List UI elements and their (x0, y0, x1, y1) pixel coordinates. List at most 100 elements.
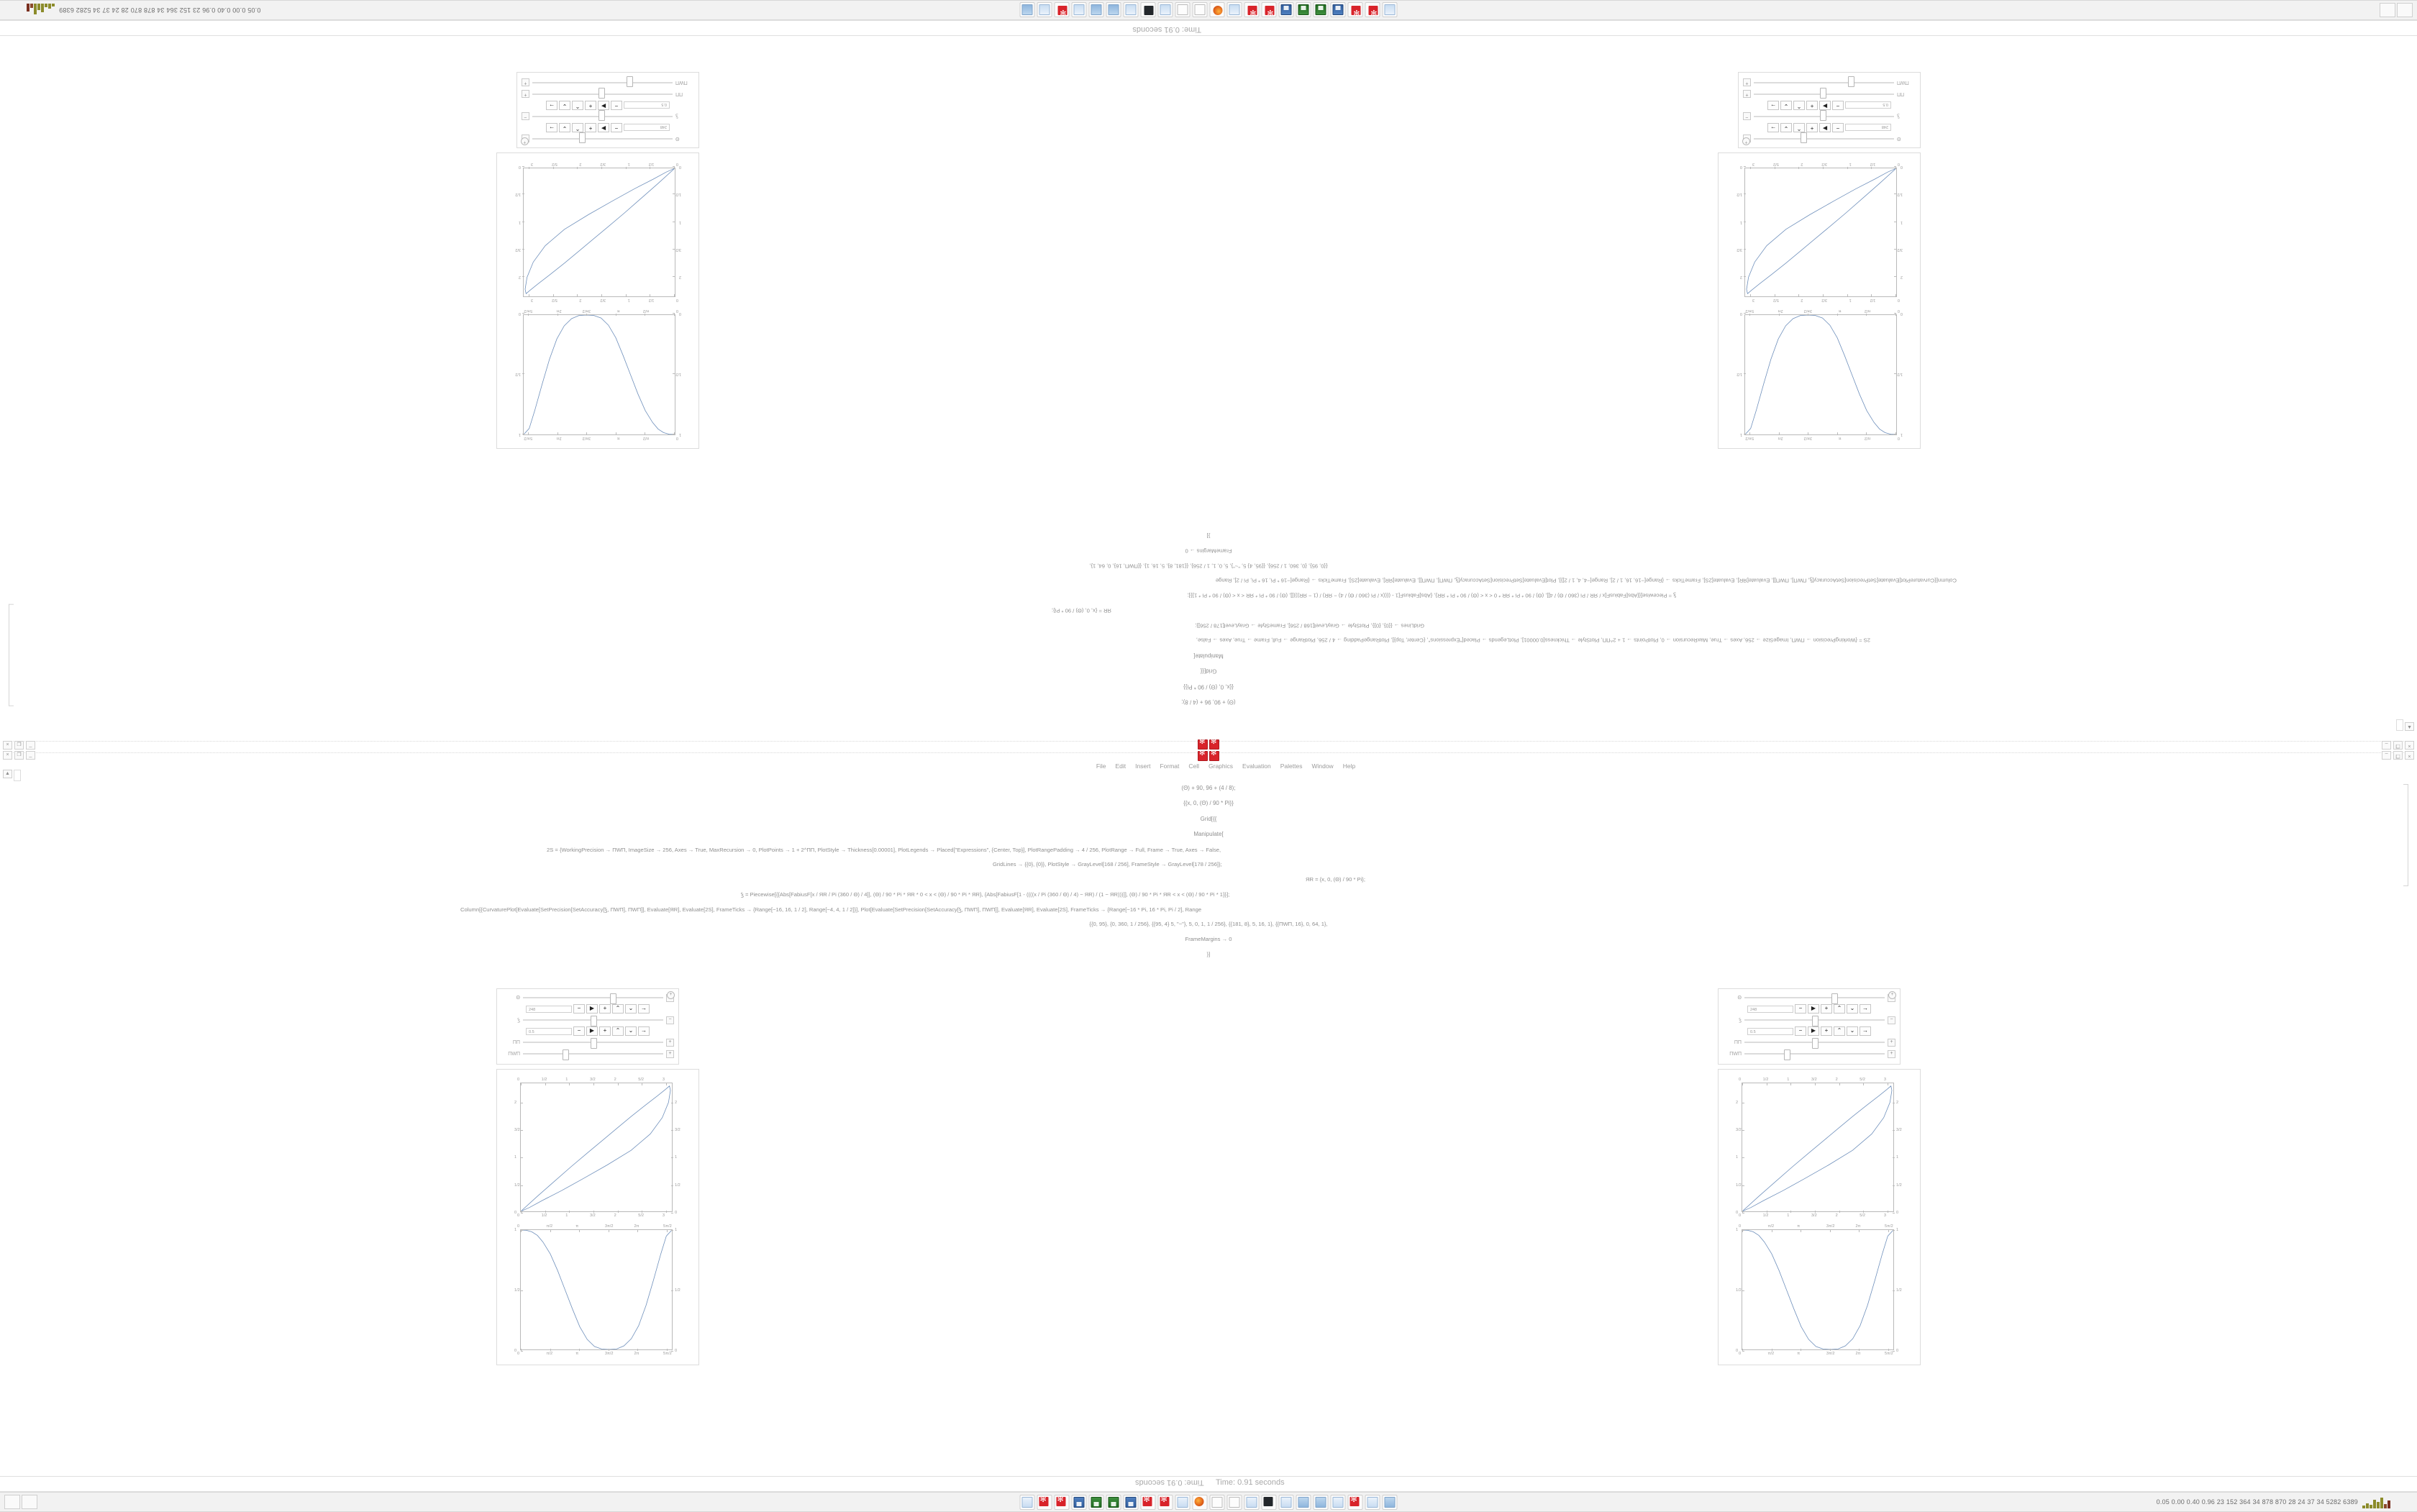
notebook-icon[interactable] (1278, 1494, 1294, 1510)
slider-knob[interactable] (590, 1038, 597, 1049)
terminal-icon[interactable] (1140, 2, 1156, 18)
close-icon[interactable]: × (2405, 741, 2414, 750)
code-line[interactable]: Manipulate[ (1193, 652, 1224, 660)
slider-track[interactable] (532, 88, 673, 99)
code-line[interactable]: GridLines → {{0}, {0}}, PlotStyle → Gray… (1195, 622, 1424, 629)
animator-control-row[interactable]: 248− ▶ + ⌃ ⌄ → (497, 1003, 678, 1014)
slider-track[interactable] (523, 1049, 663, 1060)
increment-button[interactable]: + (599, 1004, 611, 1014)
animator-control-row[interactable]: 0.5− ▶ + ⌃ ⌄ → (1719, 1026, 1900, 1037)
increment-button[interactable]: + (1806, 101, 1818, 110)
step-down-button[interactable]: ⌄ (1847, 1026, 1858, 1036)
blue-window-icon[interactable] (1296, 1494, 1311, 1510)
code-line[interactable]: 2S = {WorkingPrecision → ΠWΠ, ImageSize … (547, 846, 1221, 853)
slider-knob[interactable] (579, 132, 586, 143)
reset-button[interactable]: → (1860, 1026, 1871, 1036)
expand-controls-icon[interactable]: + (666, 1049, 674, 1058)
chevron-up-icon[interactable]: ▲ (2405, 722, 2414, 731)
slider-knob[interactable] (590, 1016, 597, 1026)
step-up-button[interactable]: ⌃ (1793, 123, 1805, 132)
scroll-up-button-right[interactable]: ▲ (2396, 719, 2414, 731)
notebook-icon[interactable] (1175, 1494, 1191, 1510)
cell-bracket[interactable] (9, 604, 14, 706)
manipulate-panel[interactable]: +Θ−248−▶+⌃⌄→ꝣ−0.5−▶+⌃⌄→ΠΠ+ΠWΠ+ (1738, 72, 1921, 148)
manipulate-container[interactable]: +Θ−248−▶+⌃⌄→ꝣ−0.5−▶+⌃⌄→ΠΠ+ΠWΠ+ (1718, 988, 1921, 1065)
step-down-button[interactable]: ⌄ (559, 123, 570, 132)
manipulate-slider-row[interactable]: ꝣ − (497, 1014, 678, 1026)
minimize-icon[interactable]: _ (26, 741, 35, 750)
code-line[interactable]: Column[{CurvaturePlot[Evaluate[SetPrecis… (1215, 578, 1957, 585)
slider-value-input[interactable]: 0.5 (624, 101, 670, 109)
code-line[interactable]: {{x, 0, (Θ) / 90 * Pi}} (1183, 683, 1234, 691)
manipulate-container[interactable]: +Θ−248−▶+⌃⌄→ꝣ−0.5−▶+⌃⌄→ΠΠ+ΠWΠ+ (496, 72, 699, 148)
manipulate-slider-row[interactable]: ΠΠ + (1719, 1037, 1900, 1049)
decrement-button[interactable]: − (1832, 101, 1844, 110)
code-line[interactable]: ꝣ = Piecewise[{{Abs[FabiusF[x / ЯR / Pi … (741, 891, 1230, 898)
maximize-icon[interactable]: ❐ (14, 741, 24, 750)
blue-window-icon[interactable] (1088, 2, 1104, 18)
close-icon[interactable]: × (3, 751, 12, 760)
notebook-icon[interactable] (1382, 2, 1398, 18)
decrement-button[interactable]: − (573, 1026, 585, 1036)
reset-button[interactable]: → (546, 101, 557, 110)
save-green-icon[interactable] (1296, 2, 1311, 18)
manipulate-slider-row[interactable]: ΠΠ + (517, 88, 698, 100)
menu-item-window[interactable]: Window (1311, 762, 1334, 770)
decrement-button[interactable]: − (573, 1004, 585, 1014)
slider-value-input[interactable]: 0.5 (1845, 101, 1891, 109)
increment-button[interactable]: + (1821, 1026, 1832, 1036)
mathematica-kernel-icon[interactable] (1037, 1494, 1052, 1510)
flag-icon[interactable] (2397, 3, 2413, 17)
save-green-icon[interactable] (1088, 1494, 1104, 1510)
step-up-button[interactable]: ⌃ (612, 1004, 624, 1014)
notebook-icon[interactable] (1037, 2, 1052, 18)
menu-item-file[interactable]: File (1096, 762, 1106, 770)
slider-knob[interactable] (598, 110, 606, 121)
decrement-button[interactable]: − (611, 101, 622, 110)
save-green-icon[interactable] (1313, 2, 1329, 18)
taskbar-app-icons-bottom[interactable] (1019, 1494, 1398, 1510)
scrollbar-thumb[interactable] (2396, 719, 2403, 731)
taskbar-app-icons[interactable] (1019, 2, 1398, 18)
slider-knob[interactable] (1848, 76, 1855, 87)
manipulate-slider-row[interactable]: ꝣ − (517, 110, 698, 122)
expand-controls-icon[interactable]: + (522, 78, 529, 87)
step-up-button[interactable]: ⌃ (1834, 1004, 1845, 1014)
code-line[interactable]: ꝣ = Piecewise[{{Abs[FabiusF[x / ЯR / Pi … (1187, 592, 1676, 599)
step-up-button[interactable]: ⌃ (612, 1026, 624, 1036)
step-down-button[interactable]: ⌄ (559, 101, 570, 110)
play-button[interactable]: ▶ (1808, 1026, 1819, 1036)
code-line[interactable]: Manipulate[ (1193, 831, 1224, 838)
firefox-icon[interactable] (1209, 2, 1225, 18)
manipulate-slider-row[interactable]: ΠΠ + (1739, 88, 1920, 100)
notebook-icon[interactable] (1365, 1494, 1380, 1510)
code-line[interactable]: (Θ) + 90, 96 + (4 / 8); (1181, 698, 1236, 706)
menu-bar[interactable]: File Edit Insert Format Cell Graphics Evaluati… (899, 761, 1547, 770)
increment-button[interactable]: + (599, 1026, 611, 1036)
reset-button[interactable]: → (1767, 123, 1779, 132)
blue-window-icon[interactable] (1313, 1494, 1329, 1510)
step-down-button[interactable]: ⌄ (1847, 1004, 1858, 1014)
animator-control-row[interactable]: 0.5− ▶ + ⌃ ⌄ → (517, 100, 698, 111)
slider-track[interactable] (1754, 110, 1894, 121)
manipulate-slider-row[interactable]: ΠΠ + (497, 1037, 678, 1049)
manipulate-container[interactable]: +Θ−248−▶+⌃⌄→ꝣ−0.5−▶+⌃⌄→ΠΠ+ΠWΠ+ (496, 988, 699, 1065)
maximize-icon[interactable]: ❐ (14, 751, 24, 760)
manipulate-panel[interactable]: +Θ−248−▶+⌃⌄→ꝣ−0.5−▶+⌃⌄→ΠΠ+ΠWΠ+ (1718, 988, 1901, 1065)
slider-track[interactable] (532, 110, 673, 121)
mathematica-kernel-icon[interactable] (1054, 1494, 1070, 1510)
mathematica-kernel-icon[interactable] (1054, 2, 1070, 18)
code-line[interactable]: {{0, 95}, {0, 360, 1 / 256}, {{95, 4} 5,… (1089, 563, 1328, 570)
window-controls-right[interactable]: × ❐ _ × ❐ _ (2382, 741, 2414, 760)
expand-controls-icon[interactable]: + (1743, 78, 1751, 87)
evaluate-button[interactable] (1198, 738, 1208, 750)
manipulate-slider-row[interactable]: Θ− (497, 992, 678, 1004)
slider-value-input[interactable]: 0.5 (1747, 1027, 1793, 1035)
mathematica-kernel-icon[interactable] (1261, 2, 1277, 18)
reset-button[interactable]: → (1767, 101, 1779, 110)
slider-track[interactable] (532, 132, 673, 143)
scroll-up-button-left[interactable]: ▲ (3, 770, 21, 781)
animator-control-row[interactable]: 0.5− ▶ + ⌃ ⌄ → (1739, 100, 1920, 111)
mathematica-kernel-icon[interactable] (1347, 1494, 1363, 1510)
step-up-button[interactable]: ⌃ (572, 101, 583, 110)
